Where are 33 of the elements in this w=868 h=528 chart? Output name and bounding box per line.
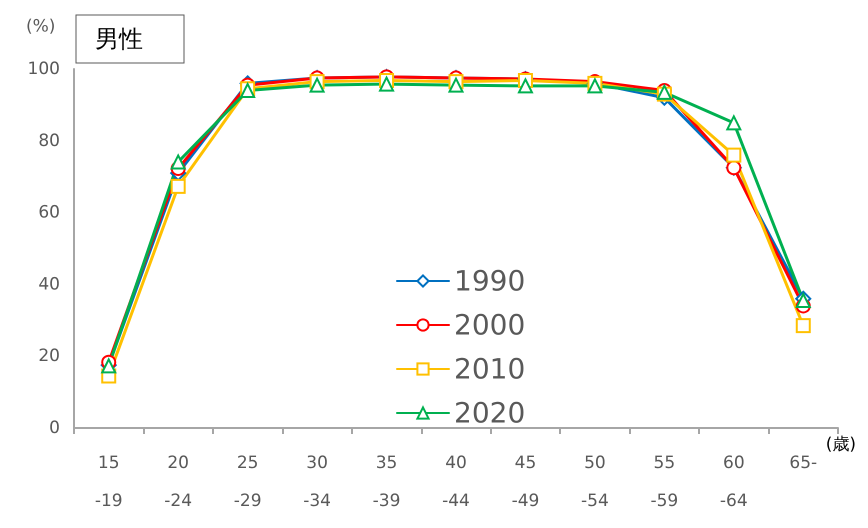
x-tick-label: 50 -54 bbox=[581, 453, 609, 511]
point bbox=[170, 154, 186, 170]
point bbox=[796, 318, 811, 334]
legend-label: 2010 bbox=[454, 352, 526, 386]
y-tick-label: 100 bbox=[28, 59, 60, 79]
legend-label: 1990 bbox=[454, 264, 526, 298]
y-axis-title: (%) bbox=[26, 16, 56, 36]
y-tick-label: 0 bbox=[49, 418, 60, 438]
y-tick-label: 60 bbox=[38, 202, 60, 223]
point bbox=[518, 78, 533, 94]
y-tick-label: 20 bbox=[38, 346, 60, 366]
chart-title: 男性 bbox=[95, 25, 143, 53]
x-tick-label: 60 -64 bbox=[720, 453, 748, 511]
x-tick-label: 25 -29 bbox=[234, 453, 262, 511]
x-axis-title: (歳) bbox=[826, 434, 856, 454]
point bbox=[448, 78, 464, 93]
x-tick-label: 45 -49 bbox=[512, 453, 540, 511]
x-tick-label: 65- bbox=[789, 453, 818, 473]
x-tick-label: 40 -44 bbox=[442, 453, 470, 511]
legend-label: 2000 bbox=[454, 308, 526, 342]
x-tick-label: 35 -39 bbox=[372, 453, 400, 511]
point bbox=[170, 178, 186, 194]
y-tick-label: 80 bbox=[38, 130, 60, 151]
x-tick-label: 55 -59 bbox=[650, 453, 678, 511]
point bbox=[310, 78, 325, 93]
x-tick-label: 30 -34 bbox=[303, 453, 331, 511]
point bbox=[379, 76, 394, 92]
legend-label: 2020 bbox=[454, 396, 526, 430]
y-tick-label: 40 bbox=[38, 274, 60, 294]
x-tick-label: 20 -24 bbox=[164, 453, 192, 511]
point bbox=[726, 148, 742, 163]
x-tick-label: 15 -19 bbox=[94, 453, 123, 511]
point bbox=[726, 115, 742, 130]
